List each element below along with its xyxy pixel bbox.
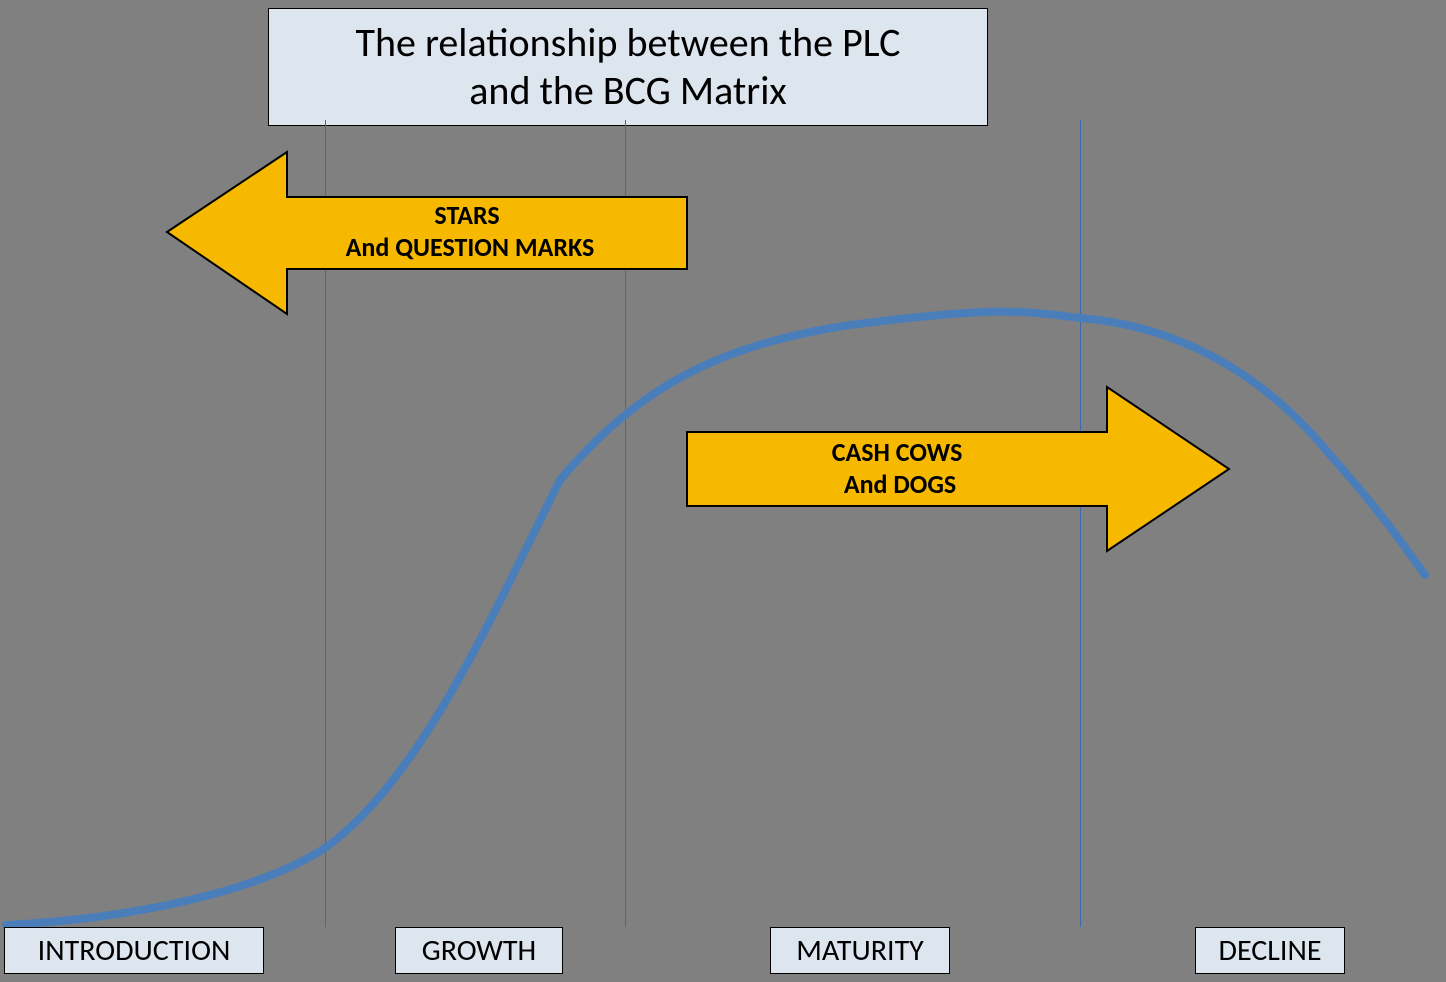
stage-maturity: MATURITY xyxy=(770,927,950,974)
stage-label-text: GROWTH xyxy=(422,932,536,969)
stage-label-text: MATURITY xyxy=(796,932,924,969)
arrow-cash-cows-dogs: CASH COWS And DOGS xyxy=(0,0,1446,982)
svg-text:CASH COWS And DOGS: CASH COWS And DOGS xyxy=(832,436,969,500)
stage-label-text: INTRODUCTION xyxy=(38,932,231,969)
arrow-right-label-2: And DOGS xyxy=(844,468,956,500)
stage-growth: GROWTH xyxy=(395,927,563,974)
arrow-right-label-1: CASH COWS xyxy=(832,436,963,468)
stage-label-text: DECLINE xyxy=(1219,932,1322,969)
stage-decline: DECLINE xyxy=(1195,927,1345,974)
stage-introduction: INTRODUCTION xyxy=(4,927,264,974)
